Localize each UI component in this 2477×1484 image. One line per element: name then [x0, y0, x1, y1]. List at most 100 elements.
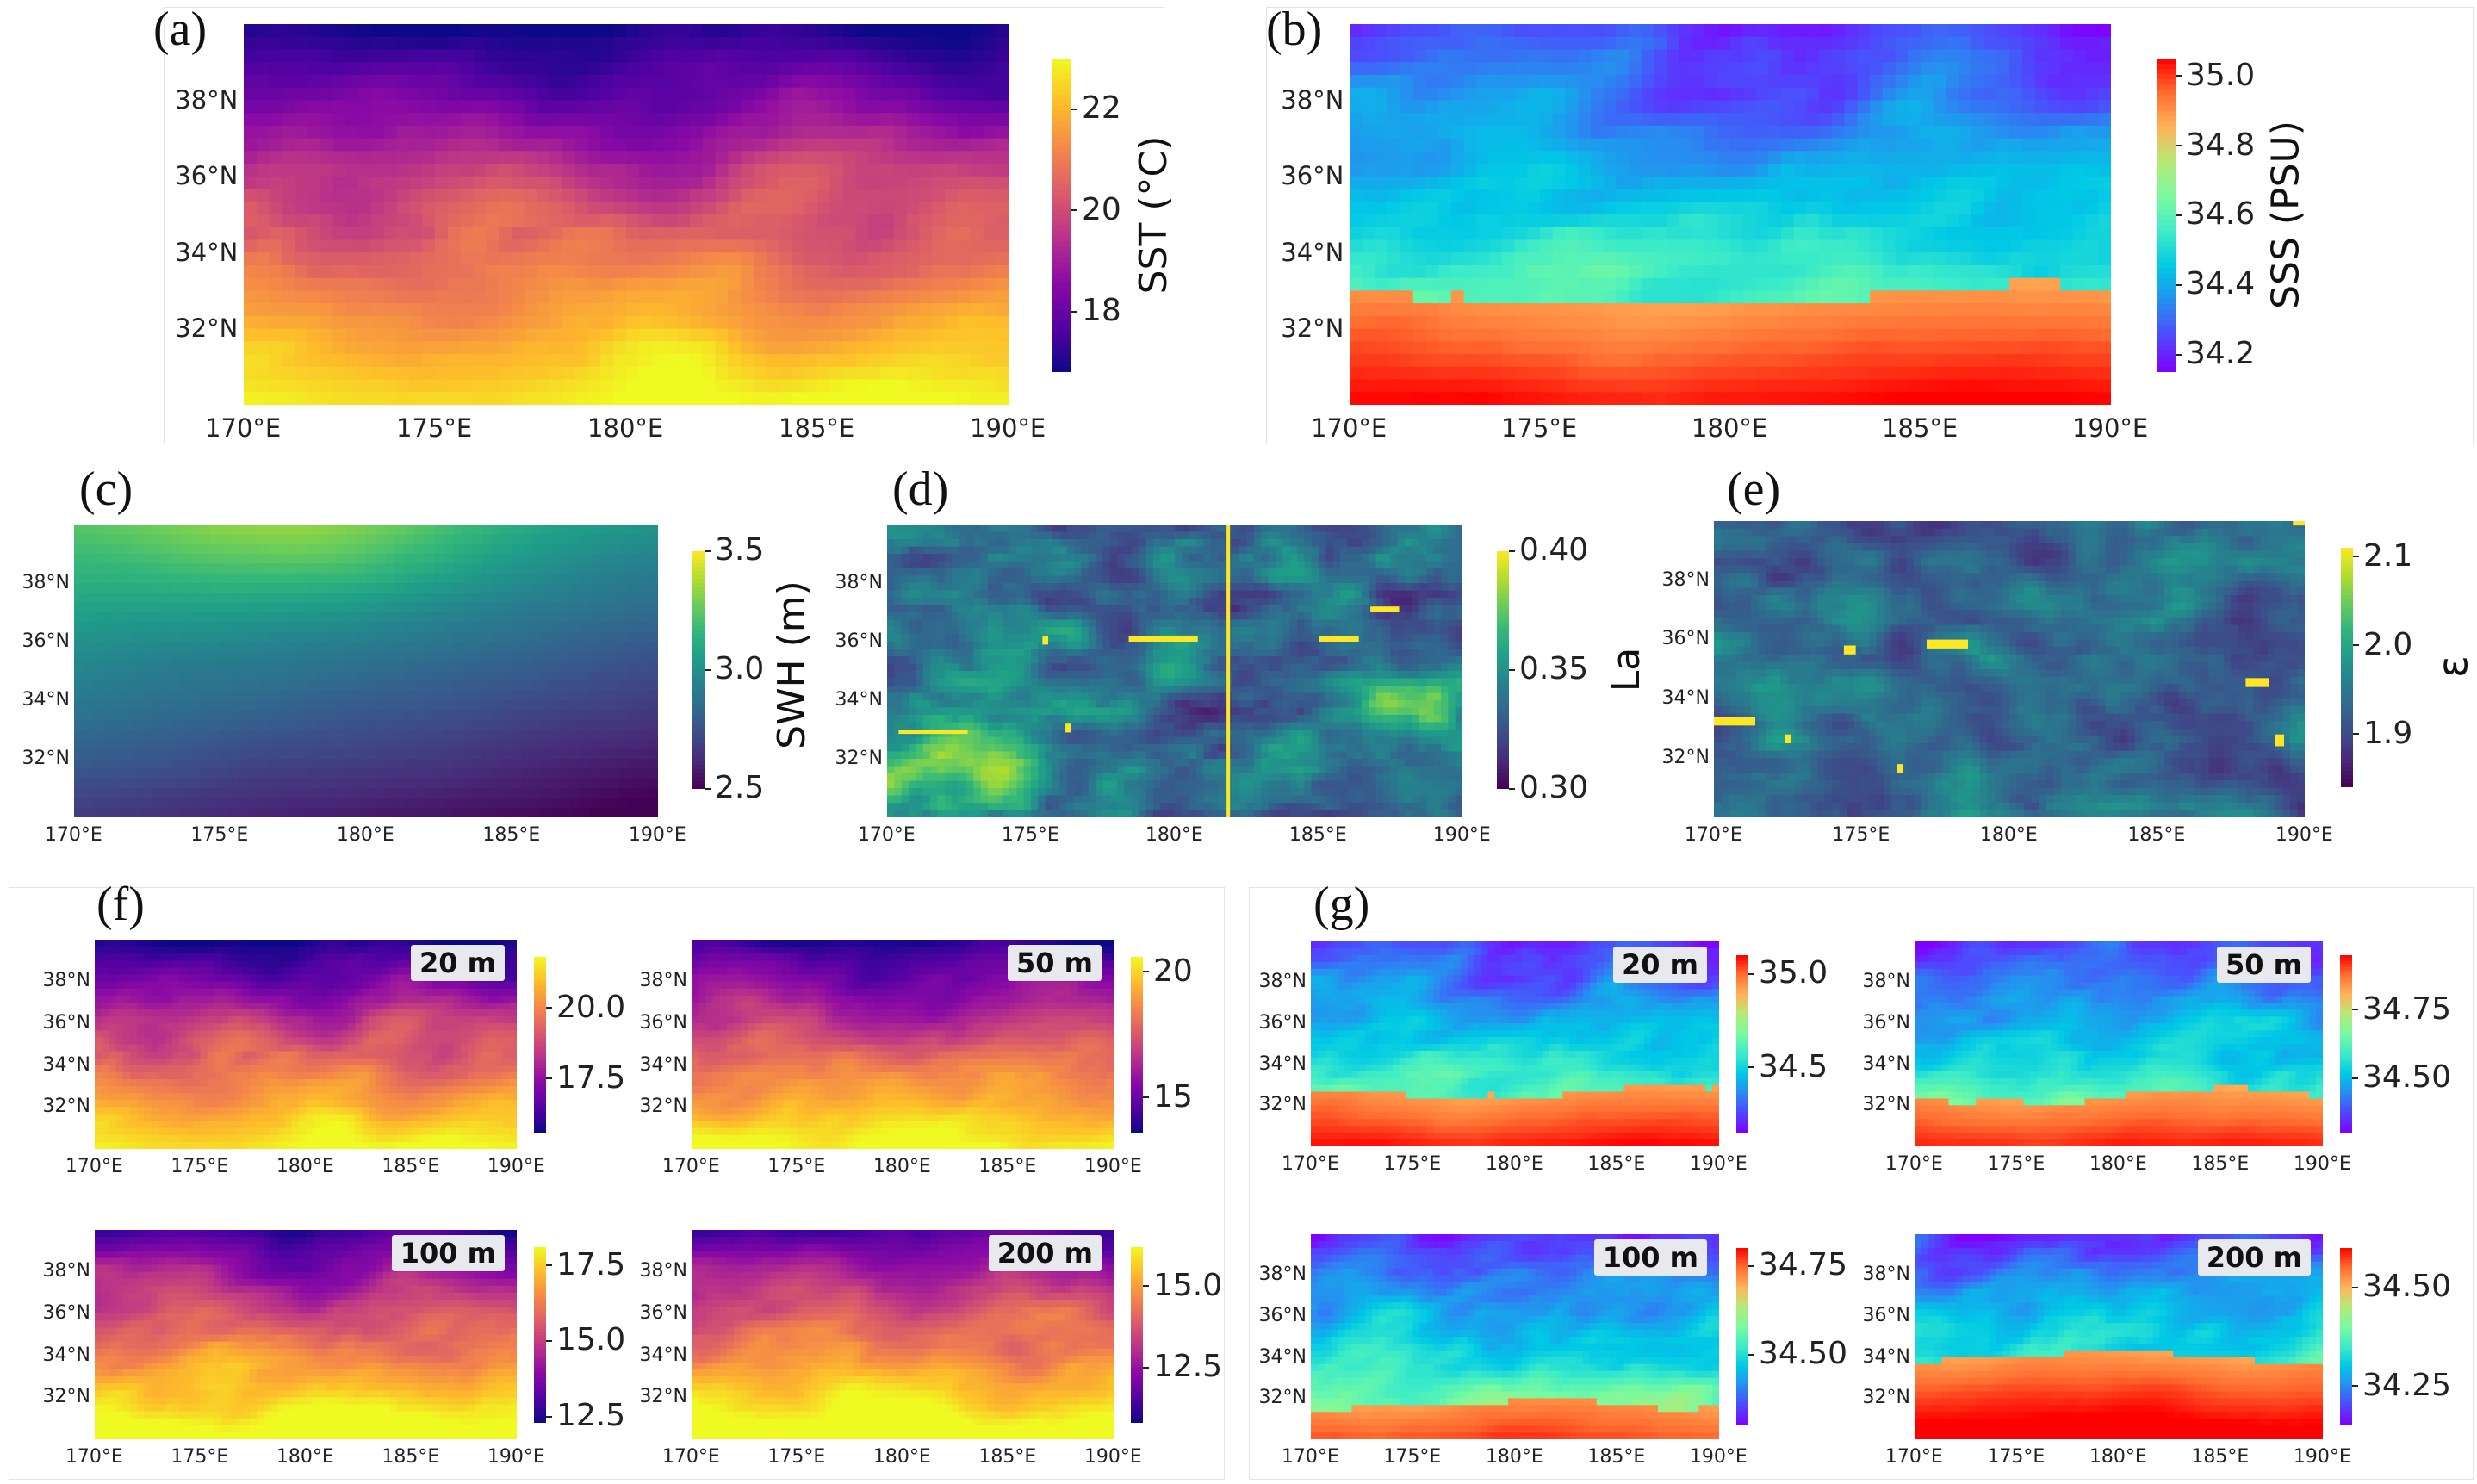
heatmap-cell	[792, 100, 805, 114]
heatmap-cell	[356, 543, 367, 555]
heatmap-cell	[1704, 176, 1718, 190]
heatmap-cell	[1679, 49, 1693, 63]
heatmap-cell	[422, 62, 436, 76]
heatmap-cell	[1933, 303, 1947, 317]
heatmap-cell	[1946, 354, 1959, 368]
heatmap-cell	[1780, 290, 1795, 304]
heatmap-cell	[945, 277, 959, 291]
heatmap-cell	[1438, 227, 1452, 241]
heatmap-cell	[1692, 315, 1706, 330]
heatmap-cell	[434, 671, 444, 681]
heatmap-cell	[537, 239, 550, 253]
heatmap-cell	[447, 354, 462, 368]
heatmap-cell	[320, 189, 334, 202]
heatmap-cell	[702, 239, 717, 253]
heatmap-cell	[2009, 290, 2023, 304]
heatmap-cell	[587, 379, 601, 393]
heatmap-cell	[1704, 354, 1718, 368]
heatmap-cell	[1806, 392, 1820, 405]
heatmap-cell	[677, 113, 691, 127]
heatmap-cell	[1489, 62, 1503, 76]
heatmap-cell	[171, 622, 182, 633]
heatmap-cell	[453, 573, 464, 584]
panel-c-heatmap	[74, 525, 658, 817]
heatmap-cell	[282, 290, 295, 304]
heatmap-cell	[868, 151, 882, 165]
heatmap-cell	[210, 593, 221, 604]
heatmap-cell	[307, 392, 321, 405]
heatmap-cell	[1438, 87, 1452, 101]
heatmap-cell	[132, 631, 143, 643]
heatmap-cell	[482, 612, 494, 623]
heatmap-cell	[609, 671, 620, 681]
heatmap-cell	[690, 341, 704, 355]
heatmap-cell	[1793, 354, 1807, 368]
heatmap-cell	[511, 392, 525, 405]
heatmap-cell	[1679, 379, 1693, 393]
heatmap-cell	[1603, 214, 1617, 228]
heatmap-cell	[792, 315, 805, 330]
heatmap-cell	[893, 290, 908, 304]
heatmap-cell	[1489, 303, 1503, 317]
heatmap-cell	[269, 264, 282, 279]
heatmap-cell	[1629, 290, 1642, 304]
heatmap-cell	[906, 214, 920, 228]
heatmap-cell	[74, 563, 84, 574]
heatmap-cell	[1540, 303, 1554, 317]
heatmap-cell	[366, 631, 376, 643]
heatmap-cell	[638, 583, 649, 593]
heatmap-cell	[1450, 214, 1465, 228]
heatmap-cell	[297, 525, 308, 535]
heatmap-cell	[1438, 341, 1452, 355]
heatmap-cell	[1819, 239, 1833, 253]
heatmap-cell	[256, 36, 270, 51]
heatmap-cell	[728, 100, 742, 114]
heatmap-cell	[613, 74, 627, 89]
heatmap-cell	[307, 290, 321, 304]
heatmap-cell	[424, 593, 435, 604]
heatmap-cell	[2009, 315, 2023, 330]
heatmap-cell	[1667, 202, 1680, 215]
heatmap-cell	[970, 277, 984, 291]
heatmap-cell	[512, 602, 523, 613]
heatmap-cell	[1692, 354, 1706, 368]
heatmap-cell	[482, 700, 494, 711]
heatmap-cell	[537, 290, 550, 304]
heatmap-cell	[1983, 164, 1997, 177]
heatmap-cell	[356, 651, 367, 662]
heatmap-cell	[1971, 315, 1985, 330]
heatmap-cell	[1654, 62, 1667, 76]
heatmap-cell	[171, 700, 182, 711]
heatmap-cell	[651, 49, 665, 63]
heatmap-cell	[371, 176, 385, 190]
colorbar-segment	[2157, 351, 2176, 357]
heatmap-cell	[1933, 164, 1947, 177]
heatmap-cell	[524, 151, 537, 165]
heatmap-cell	[414, 593, 425, 604]
heatmap-cell	[1387, 303, 1401, 317]
heatmap-cell	[366, 710, 376, 721]
heatmap-cell	[220, 671, 231, 681]
heatmap-cell	[638, 239, 653, 253]
heatmap-cell	[282, 176, 295, 190]
heatmap-cell	[537, 328, 550, 342]
heatmap-cell	[142, 593, 152, 604]
heatmap-cell	[829, 36, 844, 51]
heatmap-cell	[587, 24, 601, 38]
heatmap-cell	[394, 573, 406, 584]
heatmap-cell	[2021, 87, 2036, 101]
heatmap-cell	[383, 379, 398, 393]
heatmap-cell	[2047, 36, 2061, 51]
heatmap-cell	[84, 525, 95, 535]
heatmap-cell	[1552, 74, 1567, 89]
heatmap-cell	[651, 303, 665, 317]
heatmap-cell	[102, 573, 114, 584]
heatmap-cell	[804, 239, 818, 253]
heatmap-cell	[1959, 354, 1972, 368]
heatmap-cell	[1501, 239, 1516, 253]
heatmap-cell	[307, 62, 321, 76]
heatmap-cell	[229, 534, 240, 545]
heatmap-cell	[524, 303, 537, 317]
heatmap-cell	[1679, 87, 1693, 101]
colorbar-segment	[2157, 74, 2176, 81]
